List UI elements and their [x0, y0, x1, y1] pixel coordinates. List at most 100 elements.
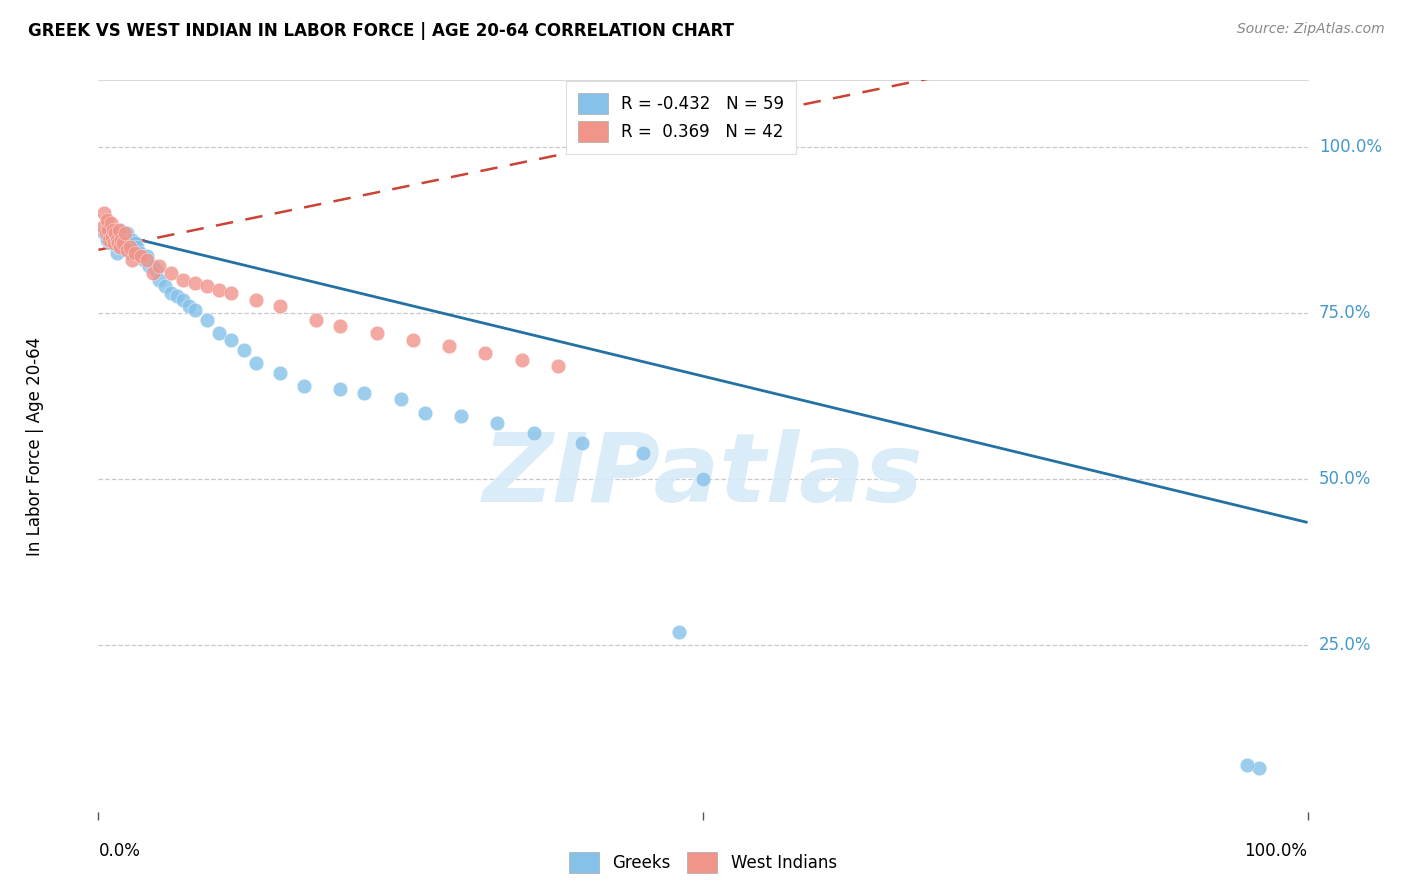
Point	[292, 379, 315, 393]
Point	[148, 273, 170, 287]
Point	[245, 293, 267, 307]
Text: 100.0%: 100.0%	[1244, 842, 1308, 860]
Point	[221, 333, 243, 347]
Point	[172, 273, 194, 287]
Point	[96, 233, 118, 247]
Point	[114, 233, 136, 247]
Point	[232, 343, 254, 357]
Point	[107, 236, 129, 251]
Point	[413, 406, 436, 420]
Point	[114, 226, 136, 240]
Point	[172, 293, 194, 307]
Point	[184, 302, 207, 317]
Point	[195, 279, 218, 293]
Point	[108, 223, 131, 237]
Point	[329, 383, 352, 397]
Point	[177, 299, 201, 313]
Point	[160, 266, 183, 280]
Point	[103, 236, 125, 251]
Point	[692, 472, 714, 486]
Point	[184, 276, 207, 290]
Point	[118, 236, 141, 251]
Point	[117, 226, 139, 240]
Point	[1236, 758, 1258, 772]
Point	[105, 246, 128, 260]
Legend: R = -0.432   N = 59, R =  0.369   N = 42: R = -0.432 N = 59, R = 0.369 N = 42	[567, 81, 796, 154]
Point	[510, 352, 533, 367]
Point	[437, 339, 460, 353]
Point	[474, 346, 496, 360]
Point	[93, 206, 115, 220]
Point	[94, 226, 117, 240]
Point	[450, 409, 472, 423]
Text: GREEK VS WEST INDIAN IN LABOR FORCE | AGE 20-64 CORRELATION CHART: GREEK VS WEST INDIAN IN LABOR FORCE | AG…	[28, 22, 734, 40]
Point	[111, 233, 134, 247]
Point	[1249, 762, 1271, 776]
Point	[115, 236, 138, 251]
Point	[121, 233, 143, 247]
Point	[121, 252, 143, 267]
Text: 50.0%: 50.0%	[1319, 470, 1371, 488]
Point	[668, 625, 690, 640]
Point	[245, 356, 267, 370]
Point	[124, 246, 146, 260]
Point	[105, 226, 128, 240]
Text: 100.0%: 100.0%	[1319, 137, 1382, 156]
Point	[486, 416, 509, 430]
Point	[118, 233, 141, 247]
Y-axis label: In Labor Force | Age 20-64: In Labor Force | Age 20-64	[25, 336, 44, 556]
Point	[208, 326, 231, 340]
Point	[208, 283, 231, 297]
Point	[153, 279, 176, 293]
Point	[523, 425, 546, 440]
Point	[135, 250, 157, 264]
Point	[138, 260, 160, 274]
Point	[389, 392, 412, 407]
Point	[124, 236, 146, 251]
Point	[120, 246, 142, 260]
Point	[118, 239, 141, 253]
Point	[571, 435, 593, 450]
Point	[134, 252, 156, 267]
Point	[98, 233, 121, 247]
Point	[108, 239, 131, 253]
Point	[160, 286, 183, 301]
Point	[631, 445, 654, 459]
Point	[269, 366, 291, 380]
Point	[107, 229, 129, 244]
Point	[108, 223, 131, 237]
Point	[142, 266, 165, 280]
Point	[145, 262, 167, 277]
Legend: Greeks, West Indians: Greeks, West Indians	[562, 846, 844, 880]
Point	[110, 233, 132, 247]
Point	[100, 229, 122, 244]
Point	[101, 233, 124, 247]
Point	[402, 333, 425, 347]
Point	[366, 326, 388, 340]
Point	[112, 239, 135, 253]
Text: 25.0%: 25.0%	[1319, 637, 1371, 655]
Point	[100, 226, 122, 240]
Point	[131, 250, 153, 264]
Point	[97, 223, 120, 237]
Point	[221, 286, 243, 301]
Point	[128, 246, 150, 260]
Point	[108, 233, 131, 247]
Point	[108, 239, 131, 253]
Point	[111, 236, 134, 251]
Point	[91, 219, 114, 234]
Text: ZIPatlas: ZIPatlas	[482, 429, 924, 522]
Text: Source: ZipAtlas.com: Source: ZipAtlas.com	[1237, 22, 1385, 37]
Point	[105, 233, 128, 247]
Point	[127, 239, 149, 253]
Point	[135, 252, 157, 267]
Point	[100, 216, 122, 230]
Point	[93, 226, 115, 240]
Text: 75.0%: 75.0%	[1319, 304, 1371, 322]
Point	[269, 299, 291, 313]
Point	[104, 236, 127, 251]
Point	[148, 260, 170, 274]
Point	[166, 289, 188, 303]
Text: 0.0%: 0.0%	[98, 842, 141, 860]
Point	[100, 229, 122, 244]
